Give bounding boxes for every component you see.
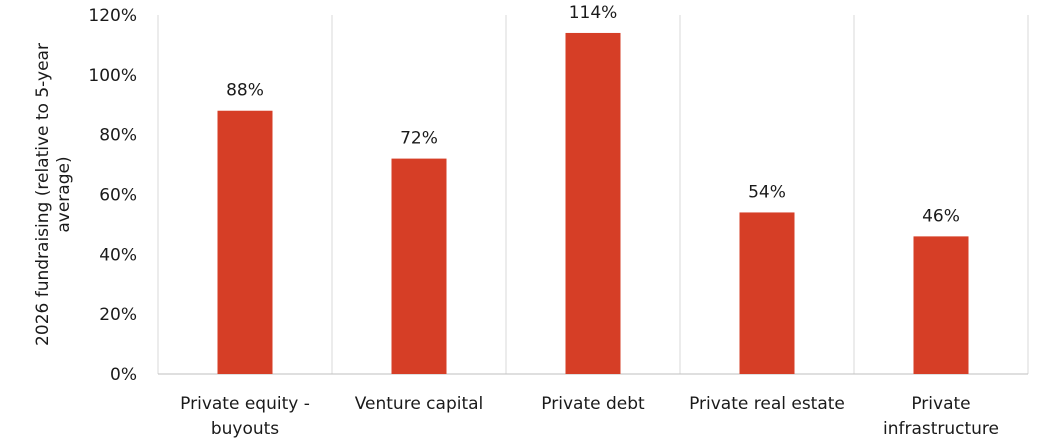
y-axis-ticks: 0% 20% 40% 60% 80% 100% 120% bbox=[88, 6, 137, 385]
y-axis-label-line: 2026 fundraising (relative to 5-year bbox=[33, 43, 53, 346]
data-label: 46% bbox=[922, 206, 960, 226]
bar bbox=[913, 236, 969, 374]
y-tick-label: 80% bbox=[99, 126, 137, 146]
category-labels: Private equity - buyouts Venture capital Pr… bbox=[180, 394, 999, 439]
bar bbox=[217, 110, 273, 374]
bar bbox=[739, 212, 795, 374]
bar bbox=[565, 32, 621, 374]
data-labels: 88% 72% 114% 54% 46% bbox=[226, 3, 960, 226]
category-label: Private bbox=[911, 394, 970, 414]
data-label: 88% bbox=[226, 81, 264, 101]
y-tick-label: 100% bbox=[88, 66, 137, 86]
y-axis-label-line: average) bbox=[54, 156, 74, 232]
data-label: 114% bbox=[569, 3, 618, 23]
y-tick-label: 120% bbox=[88, 6, 137, 26]
category-label: Private equity - bbox=[180, 394, 310, 414]
category-label: Private real estate bbox=[689, 394, 845, 414]
category-label: buyouts bbox=[211, 419, 279, 439]
category-label: Private debt bbox=[541, 394, 645, 414]
bars bbox=[217, 32, 969, 374]
data-label: 54% bbox=[748, 182, 786, 202]
category-label: Venture capital bbox=[355, 394, 484, 414]
data-label: 72% bbox=[400, 129, 438, 149]
bar bbox=[391, 158, 447, 374]
category-label: infrastructure bbox=[883, 419, 999, 439]
y-axis-label: 2026 fundraising (relative to 5-year aver… bbox=[33, 43, 74, 346]
y-tick-label: 0% bbox=[110, 365, 137, 385]
y-tick-label: 40% bbox=[99, 245, 137, 265]
category-separators bbox=[157, 15, 1029, 374]
y-tick-label: 20% bbox=[99, 305, 137, 325]
y-tick-label: 60% bbox=[99, 186, 137, 206]
